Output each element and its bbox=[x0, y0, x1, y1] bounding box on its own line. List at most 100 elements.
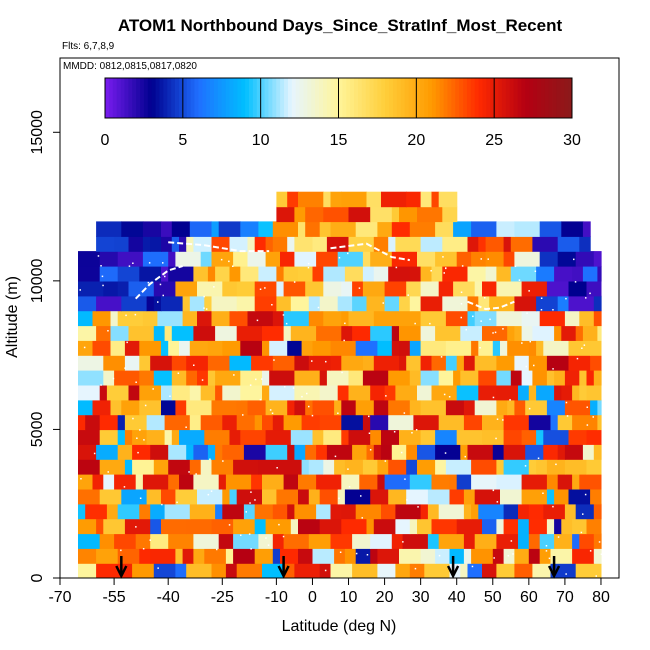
colorbar-swatch bbox=[217, 78, 223, 118]
flight-track-dot bbox=[460, 316, 462, 319]
colorbar-swatch bbox=[451, 78, 456, 118]
heatmap-cell bbox=[298, 488, 310, 505]
y-axis-label: Altitude (m) bbox=[4, 276, 21, 358]
heatmap-cell bbox=[579, 370, 588, 386]
heatmap-cell bbox=[399, 429, 422, 445]
colorbar-swatch bbox=[213, 78, 219, 118]
heatmap-cell bbox=[110, 340, 126, 356]
heatmap-cell bbox=[204, 429, 231, 445]
heatmap-cell bbox=[179, 340, 191, 356]
colorbar-swatch bbox=[140, 78, 145, 118]
flight-track-dot bbox=[201, 379, 204, 381]
flight-track-dot bbox=[430, 270, 432, 272]
heatmap-cell bbox=[312, 548, 335, 564]
heatmap-cell bbox=[482, 563, 497, 578]
heatmap-cell bbox=[298, 191, 324, 208]
heatmap-cell bbox=[597, 325, 602, 341]
heatmap-cell bbox=[388, 236, 396, 252]
heatmap-cell bbox=[316, 503, 332, 520]
heatmap-cell bbox=[200, 414, 223, 431]
chart-title: ATOM1 Northbound Days_Since_StratInf_Mos… bbox=[117, 16, 563, 35]
colorbar-swatch bbox=[198, 78, 203, 118]
heatmap-cell bbox=[254, 503, 274, 520]
flight-track-dot bbox=[285, 322, 288, 325]
heatmap-cell bbox=[171, 384, 191, 401]
heatmap-cell bbox=[355, 548, 371, 564]
flight-track-dot bbox=[267, 544, 270, 546]
heatmap-cell bbox=[150, 236, 162, 252]
heatmap-cell bbox=[254, 295, 277, 312]
colorbar-swatch bbox=[513, 78, 518, 118]
heatmap-cell bbox=[568, 295, 595, 312]
heatmap-cell bbox=[478, 340, 494, 356]
heatmap-cell bbox=[420, 191, 432, 208]
heatmap-cell bbox=[207, 444, 216, 460]
flight-track-dot bbox=[548, 557, 551, 560]
heatmap-cell bbox=[229, 355, 252, 371]
flight-track-dot bbox=[83, 346, 86, 349]
heatmap-cell bbox=[420, 429, 436, 445]
flight-track-dot bbox=[512, 553, 514, 555]
heatmap-cell bbox=[463, 399, 476, 416]
heatmap-cell bbox=[189, 295, 205, 312]
heatmap-cell bbox=[161, 384, 173, 401]
flight-track-dot bbox=[157, 567, 159, 569]
heatmap-cell bbox=[406, 191, 422, 208]
heatmap-cell bbox=[557, 251, 577, 267]
flight-track-dot bbox=[368, 415, 370, 418]
flight-track-dot bbox=[545, 550, 548, 552]
heatmap-cell bbox=[474, 488, 501, 505]
colorbar-swatch bbox=[498, 78, 503, 118]
flight-track-dot bbox=[583, 344, 586, 346]
flight-track-dot bbox=[542, 492, 544, 494]
heatmap-cell bbox=[330, 221, 357, 237]
heatmap-cell bbox=[161, 518, 187, 535]
flight-track-dot bbox=[137, 451, 139, 454]
flight-track-dot bbox=[101, 275, 104, 278]
heatmap-cell bbox=[445, 310, 469, 327]
heatmap-cell bbox=[391, 325, 400, 341]
heatmap-cell bbox=[442, 266, 469, 282]
heatmap-cell bbox=[222, 414, 238, 431]
heatmap-cell bbox=[290, 295, 310, 312]
heatmap-cell bbox=[161, 399, 176, 416]
flight-track-dot bbox=[507, 555, 510, 557]
heatmap-cell bbox=[175, 548, 184, 564]
heatmap-cell bbox=[182, 295, 191, 312]
heatmap-cell bbox=[146, 429, 166, 445]
heatmap-cell bbox=[96, 548, 119, 564]
colorbar-swatch bbox=[412, 78, 417, 118]
heatmap-cell bbox=[532, 563, 551, 578]
heatmap-cell bbox=[330, 191, 342, 208]
heatmap-cell bbox=[536, 429, 544, 445]
heatmap-cell bbox=[272, 221, 299, 237]
heatmap-cell bbox=[200, 251, 213, 267]
flight-track-dot bbox=[540, 297, 543, 299]
heatmap-cell bbox=[337, 384, 350, 401]
heatmap-cell bbox=[312, 266, 324, 282]
flight-track-dot bbox=[317, 306, 320, 309]
heatmap-cell bbox=[301, 340, 313, 356]
flight-track-dot bbox=[344, 322, 346, 325]
heatmap-cell bbox=[474, 280, 483, 297]
heatmap-cell bbox=[528, 503, 544, 520]
heatmap-cell bbox=[207, 355, 231, 371]
x-tick-label: 10 bbox=[340, 589, 358, 606]
heatmap-cell bbox=[197, 488, 223, 505]
heatmap-cell bbox=[254, 414, 263, 431]
flight-track-dot bbox=[580, 531, 583, 534]
heatmap-cell bbox=[341, 399, 357, 416]
heatmap-cell bbox=[409, 474, 432, 490]
colorbar-swatch bbox=[206, 78, 211, 118]
heatmap-cell bbox=[78, 488, 101, 505]
heatmap-cell bbox=[554, 266, 573, 282]
flight-track-dot bbox=[429, 322, 431, 325]
heatmap-cell bbox=[514, 548, 530, 564]
flight-track-dot bbox=[152, 388, 154, 390]
heatmap-cell bbox=[312, 340, 332, 356]
colorbar-swatch bbox=[501, 78, 507, 118]
heatmap-cell bbox=[355, 503, 382, 520]
colorbar-swatch bbox=[245, 78, 250, 118]
heatmap-cell bbox=[150, 533, 169, 549]
heatmap-cell bbox=[121, 563, 133, 578]
